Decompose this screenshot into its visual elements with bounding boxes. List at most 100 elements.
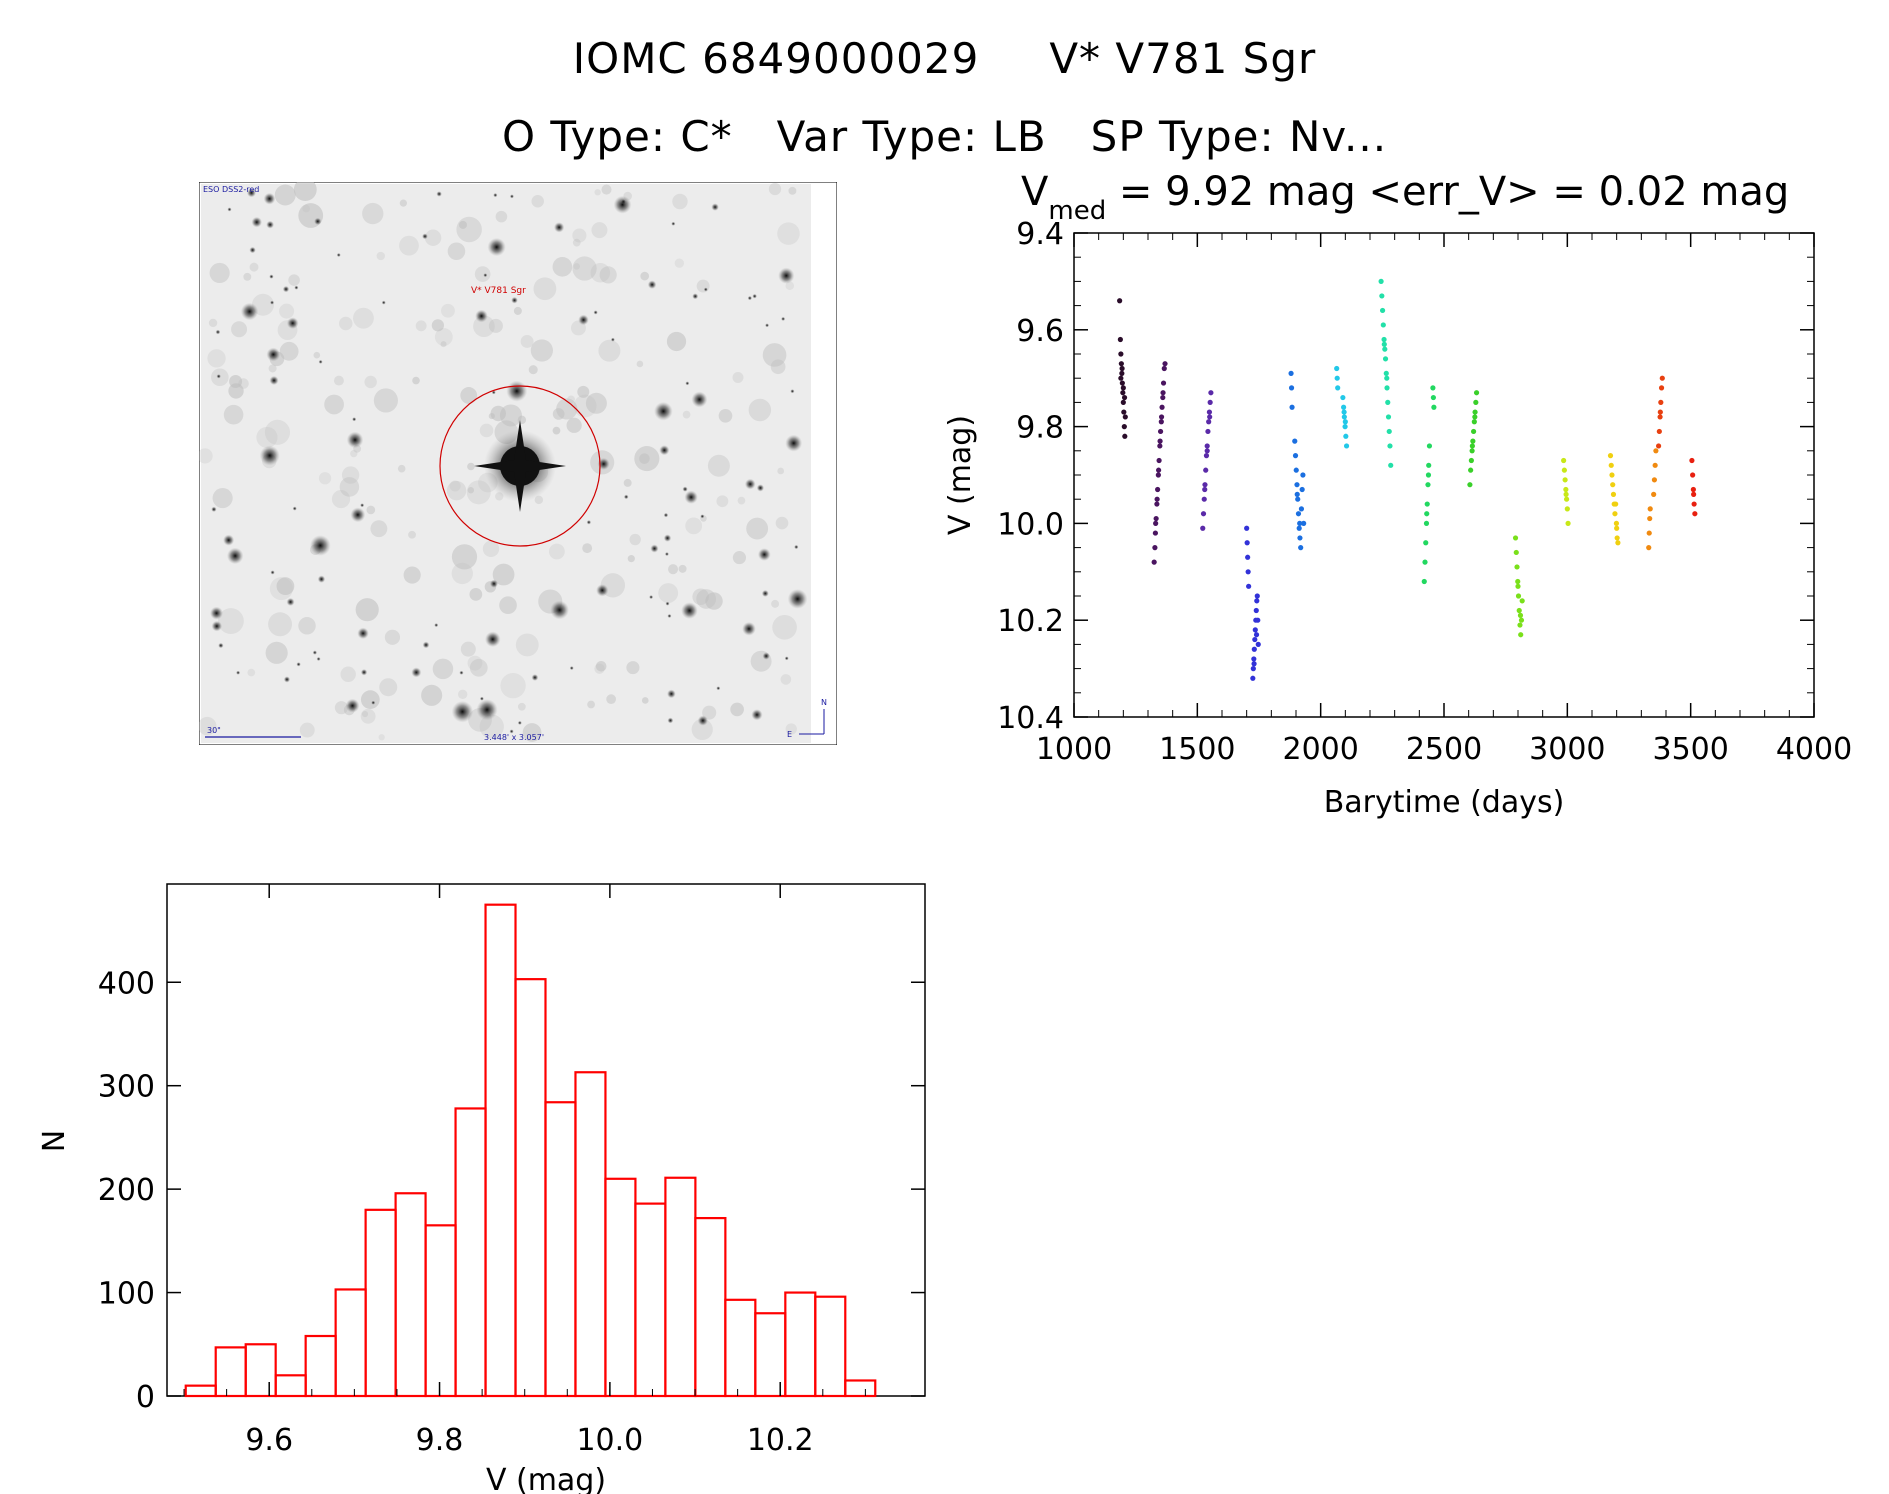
lc-x-tick-label: 1500 — [1159, 732, 1235, 767]
lc-data-point — [1202, 486, 1208, 493]
survey-label: ESO DSS2-red — [203, 185, 259, 194]
lc-x-tick-label: 2500 — [1406, 732, 1482, 767]
lc-y-tick-label: 9.8 — [1016, 411, 1064, 446]
lc-data-point — [1341, 409, 1347, 415]
hist-x-tick-label: 10.0 — [576, 1423, 643, 1458]
lc-data-point — [1203, 467, 1209, 473]
lc-data-point — [1469, 448, 1475, 454]
hist-x-tick-label: 9.6 — [245, 1423, 293, 1458]
lc-data-point — [1473, 399, 1479, 405]
lc-data-point — [1689, 457, 1695, 464]
lc-data-point — [1155, 472, 1161, 478]
lc-data-point — [1157, 428, 1164, 435]
lc-data-point — [1385, 414, 1392, 420]
lc-data-point — [1289, 404, 1295, 410]
lc-title-rest: = 9.92 mag <err_V> = 0.02 mag — [1106, 169, 1789, 215]
lc-data-point — [1295, 496, 1301, 502]
lc-data-point — [1205, 428, 1211, 435]
lc-data-point — [1470, 438, 1476, 444]
lc-data-point — [1516, 607, 1522, 614]
lc-data-point — [1152, 530, 1158, 536]
lc-data-point — [1613, 520, 1620, 527]
lc-data-point — [1647, 506, 1653, 512]
lc-data-point — [1294, 482, 1300, 488]
lc-data-point — [1512, 535, 1519, 541]
lc-data-point — [1341, 414, 1347, 420]
hist-bar — [514, 978, 547, 1398]
lc-data-point — [1207, 414, 1213, 420]
lc-data-point — [1563, 496, 1570, 502]
hist-bar — [724, 1298, 757, 1398]
lc-data-point — [1657, 409, 1663, 415]
hist-bar — [394, 1192, 427, 1398]
lc-data-point — [1251, 646, 1257, 652]
lc-data-point — [1612, 511, 1618, 517]
lc-data-point — [1288, 370, 1294, 376]
hist-x-axis-label: V (mag) — [486, 1463, 606, 1494]
lc-data-point — [1122, 433, 1128, 439]
lc-data-point — [1691, 501, 1697, 507]
lc-data-point — [1425, 482, 1431, 488]
lc-data-point — [1253, 607, 1259, 614]
lc-data-point — [1253, 632, 1260, 638]
lc-data-point — [1515, 578, 1521, 585]
lc-y-tick-label: 9.6 — [1016, 314, 1064, 349]
lc-y-axis-label: V (mag) — [943, 415, 978, 535]
lc-data-point — [1119, 380, 1125, 386]
lc-data-point — [1200, 525, 1206, 531]
lc-x-axis-label: Barytime (days) — [1324, 785, 1565, 820]
lc-data-point — [1154, 496, 1160, 502]
lc-data-point — [1200, 511, 1207, 517]
lc-data-point — [1162, 361, 1168, 367]
lc-data-point — [1340, 394, 1346, 401]
lc-data-point — [1202, 482, 1208, 488]
lc-data-point — [1380, 322, 1386, 328]
hist-y-tick-label: 200 — [98, 1173, 155, 1208]
lc-data-point — [1251, 661, 1257, 667]
lc-data-point — [1467, 482, 1473, 488]
lc-data-point — [1647, 515, 1653, 522]
lc-data-point — [1119, 365, 1125, 372]
lc-data-point — [1122, 414, 1128, 420]
hist-y-tick-label: 400 — [98, 966, 155, 1001]
lc-data-point — [1382, 346, 1388, 352]
lc-data-point — [1426, 443, 1433, 449]
lc-data-point — [1515, 583, 1521, 589]
lc-data-point — [1250, 666, 1256, 672]
lc-data-point — [1255, 641, 1261, 648]
lc-data-point — [1118, 375, 1124, 381]
lc-data-point — [1156, 457, 1162, 464]
lc-x-tick-label: 1000 — [1036, 732, 1112, 767]
lc-data-point — [1342, 424, 1348, 430]
lc-data-point — [1388, 462, 1394, 468]
hist-x-tick-label: 10.2 — [747, 1423, 814, 1458]
lc-data-point — [1469, 443, 1475, 449]
lc-data-point — [1381, 341, 1387, 347]
lc-data-point — [1244, 525, 1250, 531]
lc-data-point — [1204, 448, 1210, 454]
lc-y-tick-label: 10.4 — [997, 701, 1064, 736]
lc-data-point — [1426, 462, 1432, 468]
lc-data-point — [1160, 390, 1166, 396]
lc-data-point — [1154, 501, 1160, 507]
hist-x-tick-label: 9.8 — [416, 1423, 464, 1458]
hist-bar — [634, 1202, 667, 1398]
lc-data-point — [1203, 453, 1210, 459]
lc-data-point — [1471, 419, 1477, 425]
lc-data-point — [1152, 545, 1158, 551]
lc-data-point — [1153, 515, 1159, 522]
lc-title: Vmed = 9.92 mag <err_V> = 0.02 mag — [1021, 169, 1789, 226]
lc-data-point — [1244, 540, 1250, 546]
lc-data-point — [1157, 438, 1163, 444]
lc-data-point — [1472, 414, 1478, 420]
hist-bar — [424, 1224, 457, 1398]
lc-data-point — [1561, 467, 1567, 473]
lc-data-point — [1159, 404, 1165, 410]
lc-data-point — [1611, 501, 1617, 507]
lc-data-point — [1563, 491, 1569, 497]
lc-data-point — [1609, 472, 1615, 478]
lc-data-point — [1158, 419, 1164, 425]
sky-image — [199, 182, 811, 743]
title-line-2: O Type: C* Var Type: LB SP Type: Nv... — [0, 112, 1889, 161]
lc-data-point — [1610, 482, 1616, 488]
